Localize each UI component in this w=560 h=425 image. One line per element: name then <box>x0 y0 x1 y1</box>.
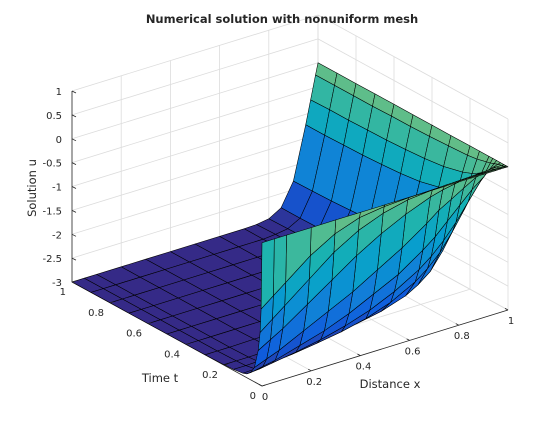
z-tick-mark <box>71 281 77 285</box>
z-tick-label: -1 <box>52 183 62 194</box>
z-tick-label: -3 <box>52 278 62 289</box>
x-axis-line <box>261 309 509 387</box>
z-tick-label: -2 <box>52 230 62 241</box>
z-tick-label: -1.5 <box>42 206 62 217</box>
backwall-gridline-z <box>71 38 319 116</box>
x-tick-mark <box>406 338 410 341</box>
z-tick-label: 0 <box>56 135 62 146</box>
x-tick-mark <box>455 323 459 326</box>
backwall-gridline-z <box>71 181 319 259</box>
y-tick-label: 0.4 <box>164 349 180 360</box>
y-tick-mark <box>223 363 228 366</box>
x-tick-mark <box>308 368 312 372</box>
surface-mesh <box>71 62 509 375</box>
y-tick-label: 1 <box>60 287 66 298</box>
y-tick-mark <box>71 280 76 283</box>
backwall-gridline-z <box>71 14 319 92</box>
z-tick-mark <box>71 210 77 213</box>
chart-title: Numerical solution with nonuniform mesh <box>146 12 418 26</box>
z-tick-mark <box>71 162 77 165</box>
z-tick-label: -2.5 <box>42 254 62 265</box>
x-tick-mark <box>258 384 263 387</box>
y-tick-label: 0.2 <box>202 370 218 381</box>
backwall-gridline-z <box>71 134 319 211</box>
y-tick-mark <box>109 301 114 304</box>
x-tick-mark <box>504 308 509 311</box>
backwall-gridline-z <box>71 110 319 187</box>
y-tick-label: 0.8 <box>88 308 104 319</box>
x-tick-label: 1 <box>508 316 514 327</box>
backwall-gridline-z <box>71 86 319 163</box>
z-axis-label: Solution u <box>25 159 39 217</box>
y-tick-mark <box>185 343 190 345</box>
tick-labels: 00.20.40.60.8100.20.40.60.81-3-2.5-2-1.5… <box>42 87 514 403</box>
sidewall-gridline-z <box>317 38 509 144</box>
z-tick-mark <box>71 257 77 261</box>
z-tick-mark <box>71 186 77 189</box>
x-tick-label: 0.8 <box>454 331 470 342</box>
y-tick-mark <box>147 322 152 324</box>
x-tick-label: 0.2 <box>306 377 322 388</box>
backwall-gridline-z <box>71 62 319 140</box>
backwall-gridline-z <box>71 157 319 235</box>
sidewall-gridline-z <box>317 14 509 120</box>
y-tick-label: 0 <box>250 391 256 402</box>
x-axis-label: Distance x <box>360 377 421 391</box>
surface-face <box>260 238 275 310</box>
y-tick-mark <box>261 384 266 387</box>
z-tick-label: 1 <box>56 87 62 98</box>
x-tick-label: 0 <box>262 392 268 403</box>
z-tick-label: 0.5 <box>46 111 62 122</box>
x-tick-label: 0.4 <box>355 362 371 373</box>
z-tick-label: -0.5 <box>42 159 62 170</box>
y-tick-label: 0.6 <box>126 329 142 340</box>
z-tick-mark <box>71 114 77 118</box>
y-axis-label: Time t <box>141 371 179 385</box>
x-tick-mark <box>357 353 361 356</box>
x-tick-label: 0.6 <box>405 346 421 357</box>
z-tick-mark <box>71 138 77 142</box>
z-tick-mark <box>71 90 77 94</box>
z-tick-mark <box>71 233 77 237</box>
